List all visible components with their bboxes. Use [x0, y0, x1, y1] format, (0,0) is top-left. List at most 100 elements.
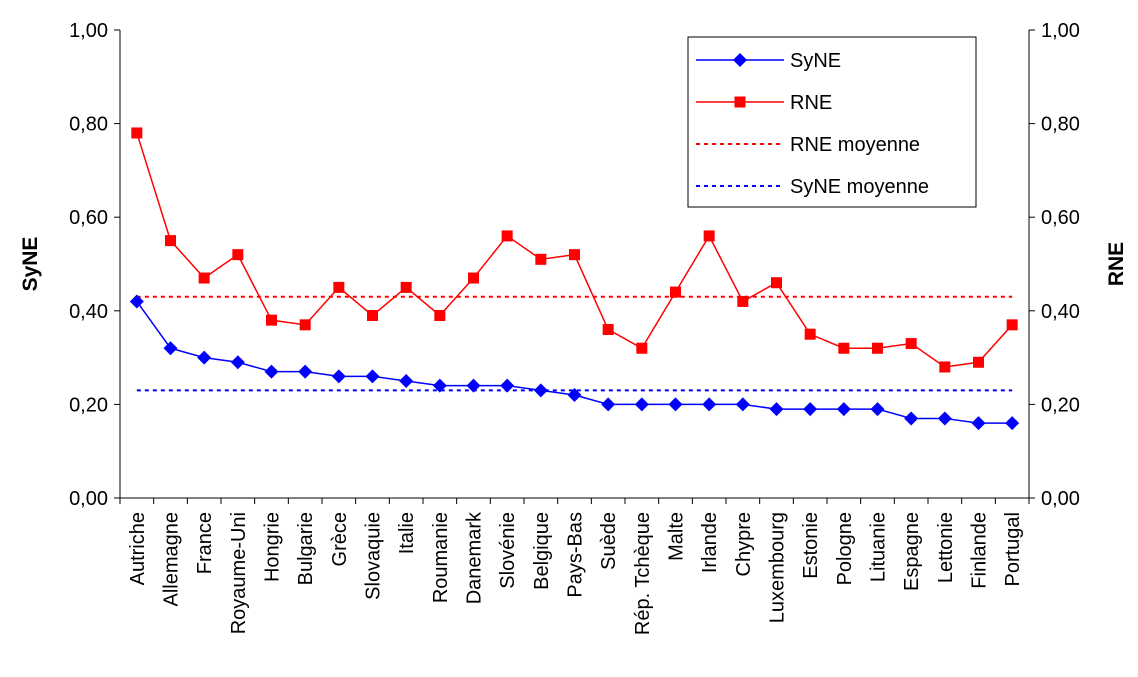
data-point [367, 309, 378, 321]
category-label: Luxembourg [767, 512, 789, 623]
data-point [129, 294, 144, 309]
category-label: Roumanie [430, 512, 452, 603]
data-point [937, 411, 952, 426]
category-label: Italie [396, 512, 418, 554]
data-point [735, 397, 750, 412]
data-point [905, 338, 917, 350]
data-point [535, 253, 547, 265]
y2-axis-title: RNE [1105, 242, 1128, 286]
category-label: Portugal [1002, 512, 1024, 587]
data-point [737, 295, 749, 307]
data-point [501, 230, 513, 242]
data-point [1006, 319, 1018, 331]
data-point [197, 350, 212, 365]
data-point [1005, 416, 1020, 431]
data-point [602, 324, 614, 336]
category-label: Chypre [733, 512, 755, 576]
legend-marker [733, 53, 747, 67]
axes: 0,00 0,00 0,20 0,20 0,40 0,40 0,60 0,60 0,80 0,80… [69, 20, 1080, 510]
category-label: Slovénie [497, 512, 519, 589]
y2-tick-label: 0,60 [1041, 207, 1080, 229]
data-point [703, 230, 715, 242]
data-point [569, 249, 580, 261]
legend-label: RNE [790, 92, 832, 114]
y2-tick-label: 0,20 [1041, 394, 1080, 416]
data-point [971, 416, 986, 431]
data-point [601, 397, 616, 412]
category-label: Allemagne [161, 512, 183, 607]
y-tick-label: 0,40 [69, 301, 108, 323]
data-point [198, 272, 210, 284]
data-point [636, 342, 648, 354]
data-point [670, 286, 681, 298]
category-label: Irlande [699, 512, 721, 573]
data-point [432, 378, 447, 393]
category-label: France [194, 512, 216, 574]
category-label: Slovaquie [363, 512, 385, 600]
reference-lines [136, 295, 1013, 392]
data-point [500, 378, 515, 393]
data-point [264, 364, 279, 379]
category-label: Royaume-Uni [228, 512, 250, 634]
legend: SyNE RNE RNE moyenne SyNE moyenne [687, 36, 977, 208]
y2-tick-label: 0,80 [1041, 114, 1080, 136]
series-layer [129, 127, 1020, 431]
data-point [232, 249, 244, 261]
y-tick-label: 0,00 [69, 488, 108, 510]
data-point [434, 309, 446, 321]
category-label: Lituanie [868, 512, 890, 582]
category-label: Pologne [834, 512, 856, 585]
category-label: Belgique [531, 512, 553, 590]
data-point [163, 341, 178, 356]
data-point [939, 361, 951, 373]
data-point [702, 397, 717, 412]
category-labels: Autriche Allemagne France Royaume-Uni Hongri… [127, 511, 1024, 635]
category-label: Rép. Tchèque [632, 512, 654, 635]
data-point [400, 281, 412, 293]
category-label: Estonie [800, 512, 822, 579]
legend-box [687, 36, 977, 208]
data-point [804, 328, 816, 340]
y-tick-label: 0,80 [69, 114, 108, 136]
data-point [533, 383, 548, 398]
category-label: Lettonie [935, 512, 957, 583]
y-tick-label: 0,60 [69, 207, 108, 229]
data-point [399, 374, 414, 388]
category-label: Malte [666, 512, 688, 561]
legend-marker [734, 96, 746, 108]
y2-tick-label: 0,00 [1041, 488, 1080, 510]
data-point [870, 402, 885, 417]
category-label: Bulgarie [295, 512, 317, 585]
legend-label: SyNE [790, 50, 841, 72]
data-point [466, 378, 481, 393]
category-label: Suède [598, 512, 620, 570]
data-point [331, 369, 346, 384]
y2-tick-label: 0,40 [1041, 301, 1080, 323]
category-label: Finlande [969, 512, 991, 589]
data-point [838, 342, 850, 354]
series-syne [129, 294, 1020, 431]
data-point [973, 356, 984, 368]
y-tick-label: 0,20 [69, 394, 108, 416]
data-point [668, 397, 683, 412]
category-label: Danemark [464, 511, 486, 604]
data-point [165, 235, 176, 247]
data-point [131, 127, 143, 139]
data-point [230, 355, 245, 370]
category-label: Autriche [127, 512, 149, 585]
y-axis-title: SyNE [19, 237, 42, 292]
data-point [872, 342, 883, 354]
category-label: Pays-Bas [565, 512, 587, 598]
data-point [266, 314, 277, 326]
data-point [567, 388, 582, 403]
data-point [904, 411, 919, 426]
legend-label: SyNE moyenne [790, 176, 929, 198]
data-point [769, 402, 784, 417]
legend-label: RNE moyenne [790, 134, 920, 156]
series-rne [131, 127, 1018, 373]
data-point [468, 272, 479, 284]
category-label: Espagne [901, 512, 923, 591]
category-label: Grèce [329, 512, 351, 566]
category-label: Hongrie [262, 512, 284, 582]
